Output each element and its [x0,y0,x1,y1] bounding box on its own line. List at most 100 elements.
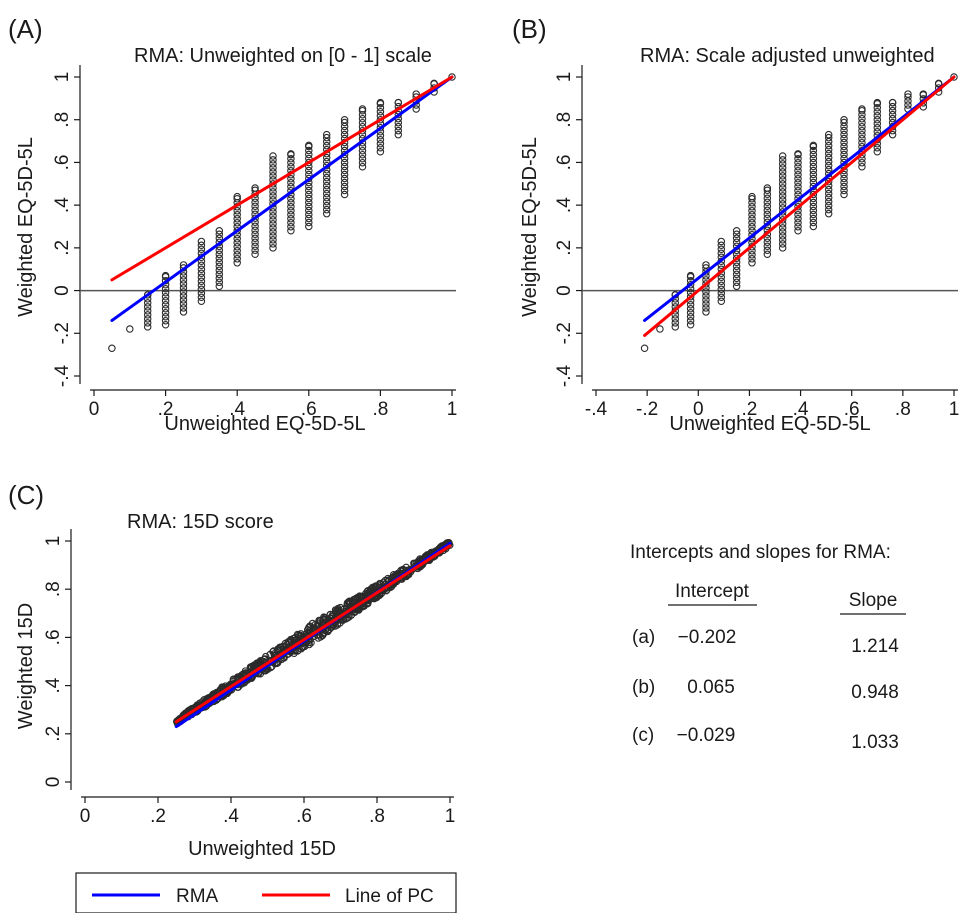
scatter-point [748,207,756,215]
scatter-point [794,203,802,211]
scatter-point [143,319,152,327]
scatter-point [381,576,390,585]
scatter-point [732,266,741,275]
scatter-point [732,270,741,279]
scatter-point [287,223,295,231]
scatter-point [904,90,912,98]
scatter-point [748,223,756,231]
scatter-point [143,311,152,319]
scatter-point [794,171,802,179]
scatter-point [340,190,349,199]
scatter-point [794,227,802,235]
scatter-point [763,242,772,251]
table-row-label: (a) [632,627,655,648]
scatter-point [794,167,802,175]
table-row-slope: 0.948 [851,682,899,703]
scatter-point [717,297,726,305]
scatter-point [322,177,331,186]
scatter-point [251,206,259,215]
scatter-point [858,126,866,135]
scatter-point [778,216,787,224]
scatter-point [686,300,695,309]
scatter-point [717,281,726,289]
scatter-point [305,166,313,175]
scatter-point [858,118,866,127]
scatter-point [858,130,866,139]
y-tick-label: 0 [554,285,575,296]
scatter-point [702,261,710,269]
scatter-point [340,166,349,175]
scatter-point [197,241,206,250]
scatter-point [778,168,787,176]
scatter-point [950,73,958,81]
scatter-point [126,325,134,333]
scatter-point [161,292,170,301]
scatter-point [717,289,726,297]
scatter-point [161,320,170,329]
legend-box [75,872,457,913]
scatter-point [376,98,385,107]
scatter-point [269,188,277,196]
scatter-point [702,268,710,276]
scatter-point [763,194,772,203]
scatter-point [143,323,152,331]
scatter-point [305,190,313,199]
scatter-point [269,164,277,172]
x-tick-label: .8 [372,399,388,420]
scatter-point [340,126,349,135]
scatter-point [322,209,331,218]
scatter-point [809,154,818,163]
scatter-point [322,193,331,202]
scatter-point [310,624,318,632]
scatter-point [763,214,772,223]
scatter-point [809,146,818,155]
scatter-point [840,142,848,151]
y-tick-label: .2 [554,240,575,256]
scatter-point [215,246,224,255]
scatter-point [686,320,695,329]
scatter-point [888,102,897,111]
scatter-point [809,210,818,219]
scatter-point [732,278,741,287]
scatter-point [197,237,206,246]
panel-b-title: RMA: Scale adjusted unweighted [640,45,935,67]
scatter-point [287,195,295,203]
x-tick-label: .4 [229,399,245,420]
x-tick-label: 1 [447,399,458,420]
scatter-point [179,284,188,292]
scatter-point [748,227,756,235]
scatter-point [794,179,802,187]
y-tick-label: 1 [43,536,64,547]
scatter-point [858,122,866,131]
scatter-point [394,118,403,127]
scatter-point [873,108,882,116]
scatter-point [748,203,756,211]
scatter-point [233,215,241,223]
scatter-point [340,158,349,167]
scatter-point [287,179,295,187]
scatter-point [197,277,206,285]
scatter-point [873,112,882,120]
scatter-point [394,126,403,135]
scatter-point [340,178,349,187]
scatter-point [763,206,772,215]
scatter-point [840,182,848,191]
scatter-point [824,157,833,166]
scatter-point [251,214,259,223]
scatter-point [778,240,787,248]
scatter-point [794,175,802,183]
panel-b-ylabel: Weighted EQ-5D-5L [519,137,541,317]
scatter-point [763,184,772,192]
scatter-point [824,133,833,142]
scatter-point [748,251,756,259]
scatter-point [656,325,664,333]
x-tick-label: -.4 [585,399,608,420]
table-row-c: (c) −0.029 1.033 [632,725,899,753]
scatter-point [143,303,152,311]
scatter-point [251,250,259,259]
scatter-point [269,212,277,220]
scatter-point [371,582,379,591]
x-tick-label: .6 [301,399,317,420]
legend-label-line-of-pc: Line of PC [345,886,434,907]
scatter-point [251,222,259,231]
